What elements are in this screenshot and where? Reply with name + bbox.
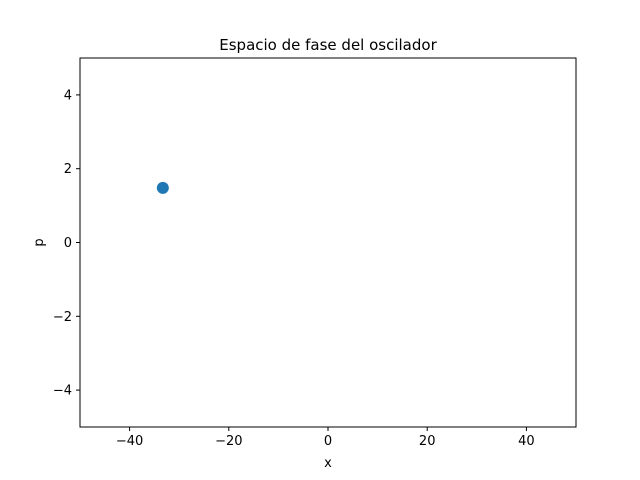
y-axis: −4 −2 0 2 4 bbox=[53, 88, 80, 399]
marks-layer bbox=[156, 181, 169, 194]
x-tick-label: 0 bbox=[324, 434, 332, 449]
y-tick-label: −2 bbox=[53, 310, 72, 325]
x-tick-label: −20 bbox=[215, 434, 242, 449]
y-tick-label: −4 bbox=[53, 384, 72, 399]
x-axis-label: x bbox=[324, 456, 332, 471]
x-tick-label: 20 bbox=[419, 434, 436, 449]
x-axis: −40 −20 0 20 40 bbox=[116, 427, 535, 449]
y-tick-label: 0 bbox=[64, 236, 72, 251]
x-tick-label: 40 bbox=[518, 434, 535, 449]
x-tick-label: −40 bbox=[116, 434, 143, 449]
chart-title: Espacio de fase del oscilador bbox=[219, 36, 437, 54]
y-axis-label: p bbox=[32, 238, 47, 246]
y-tick-label: 4 bbox=[64, 88, 72, 103]
scatter-point bbox=[156, 181, 169, 194]
y-tick-label: 2 bbox=[64, 162, 72, 177]
